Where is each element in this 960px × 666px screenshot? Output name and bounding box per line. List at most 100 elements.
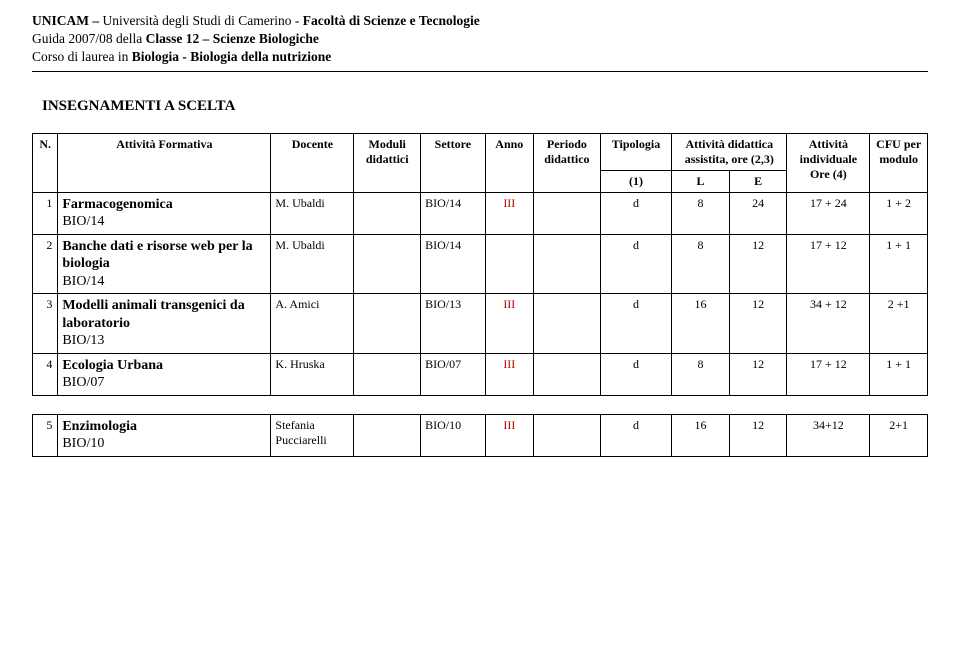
courses-table-main: N. Attività Formativa Docente Moduli did… [32,133,928,396]
cell-anno: III [485,353,533,395]
cell-l: 8 [672,353,730,395]
cell-anno: III [485,414,533,456]
header-line-2: Guida 2007/08 della Classe 12 – Scienze … [32,30,928,48]
table-row: 5Enzimologia BIO/10StefaniaPucciarelli BIO… [33,414,928,456]
cell-settore: BIO/14 [421,234,486,294]
col-tipologia-sub: (1) [600,170,671,192]
table-header: N. Attività Formativa Docente Moduli did… [33,133,928,192]
col-individuale: Attività individuale Ore (4) [787,133,870,192]
cell-moduli [354,294,421,354]
header-sep: - [291,13,302,28]
course-name: Banche dati e risorse web per la biologi… [62,239,252,272]
col-tipologia: Tipologia [600,133,671,170]
header-faculty: Facoltà di Scienze e Tecnologie [303,13,480,28]
col-attivita: Attività Formativa [58,133,271,192]
cell-tipologia: d [600,192,671,234]
cell-n: 5 [33,414,58,456]
table-row: 1FarmacogenomicaBIO/14M. UbaldiBIO/14III… [33,192,928,234]
cell-n: 1 [33,192,58,234]
table-body-main: 1FarmacogenomicaBIO/14M. UbaldiBIO/14III… [33,192,928,395]
cell-l: 16 [672,414,730,456]
col-n: N. [33,133,58,192]
course-code: BIO/13 [62,333,104,348]
cell-settore: BIO/13 [421,294,486,354]
cell-individuale: 17 + 24 [787,192,870,234]
cell-e: 24 [729,192,787,234]
course-name: Modelli animali transgenici da laborator… [62,298,244,331]
cell-e: 12 [729,234,787,294]
col-att-did-e: E [729,170,787,192]
cell-settore: BIO/07 [421,353,486,395]
col-att-did-l: L [672,170,730,192]
header-prefix: UNICAM – [32,13,103,28]
cell-periodo [534,414,601,456]
cell-attivita: Enzimologia BIO/10 [58,414,271,456]
cell-docente: StefaniaPucciarelli [271,414,354,456]
cell-e: 12 [729,353,787,395]
cell-periodo [534,234,601,294]
cell-docente: K. Hruska [271,353,354,395]
course-name: Farmacogenomica [62,197,172,212]
cell-attivita: Ecologia Urbana BIO/07 [58,353,271,395]
cell-moduli [354,192,421,234]
cell-periodo [534,294,601,354]
cell-docente: M. Ubaldi [271,234,354,294]
cell-n: 3 [33,294,58,354]
cell-moduli [354,414,421,456]
course-code: BIO/14 [62,274,104,289]
cell-tipologia: d [600,234,671,294]
table-body-second: 5Enzimologia BIO/10StefaniaPucciarelli BIO… [33,414,928,456]
course-name: Ecologia Urbana [62,358,163,373]
cell-cfu: 1 + 1 [870,353,928,395]
cell-attivita: Banche dati e risorse web per la biologi… [58,234,271,294]
courses-table-second: 5Enzimologia BIO/10StefaniaPucciarelli BIO… [32,414,928,457]
cell-individuale: 17 + 12 [787,234,870,294]
document-header: UNICAM – Università degli Studi di Camer… [32,12,928,67]
cell-tipologia: d [600,353,671,395]
cell-n: 4 [33,353,58,395]
cell-moduli [354,353,421,395]
cell-anno [485,234,533,294]
col-periodo: Periodo didattico [534,133,601,192]
course-name: Enzimologia [62,419,137,434]
cell-l: 16 [672,294,730,354]
course-code: BIO/07 [62,375,104,390]
cell-anno: III [485,192,533,234]
col-docente: Docente [271,133,354,192]
col-att-did: Attività didattica assistita, ore (2,3) [672,133,787,170]
cell-e: 12 [729,294,787,354]
cell-cfu: 1 + 2 [870,192,928,234]
cell-docente: A. Amici [271,294,354,354]
table-row: 3Modelli animali transgenici da laborato… [33,294,928,354]
table-row: 2Banche dati e risorse web per la biolog… [33,234,928,294]
cell-anno: III [485,294,533,354]
cell-l: 8 [672,234,730,294]
cell-tipologia: d [600,414,671,456]
header-course-prefix: Corso di laurea in [32,49,132,64]
header-line-3: Corso di laurea in Biologia - Biologia d… [32,48,928,66]
cell-cfu: 1 + 1 [870,234,928,294]
cell-n: 2 [33,234,58,294]
cell-attivita: Modelli animali transgenici da laborator… [58,294,271,354]
section-title: INSEGNAMENTI A SCELTA [42,98,928,115]
cell-moduli [354,234,421,294]
course-code: BIO/10 [62,436,104,451]
col-anno: Anno [485,133,533,192]
cell-e: 12 [729,414,787,456]
cell-attivita: Farmacogenomica BIO/14 [58,192,271,234]
cell-settore: BIO/14 [421,192,486,234]
cell-periodo [534,353,601,395]
header-university: Università degli Studi di Camerino [103,13,292,28]
divider [32,71,928,72]
course-code: BIO/14 [62,214,104,229]
col-cfu: CFU per modulo [870,133,928,192]
col-moduli: Moduli didattici [354,133,421,192]
cell-individuale: 34+12 [787,414,870,456]
cell-docente: M. Ubaldi [271,192,354,234]
cell-individuale: 34 + 12 [787,294,870,354]
header-course: Biologia - Biologia della nutrizione [132,49,332,64]
header-class: Classe 12 – Scienze Biologiche [146,31,319,46]
cell-individuale: 17 + 12 [787,353,870,395]
cell-l: 8 [672,192,730,234]
table-row: 4Ecologia UrbanaBIO/07K. HruskaBIO/07III… [33,353,928,395]
